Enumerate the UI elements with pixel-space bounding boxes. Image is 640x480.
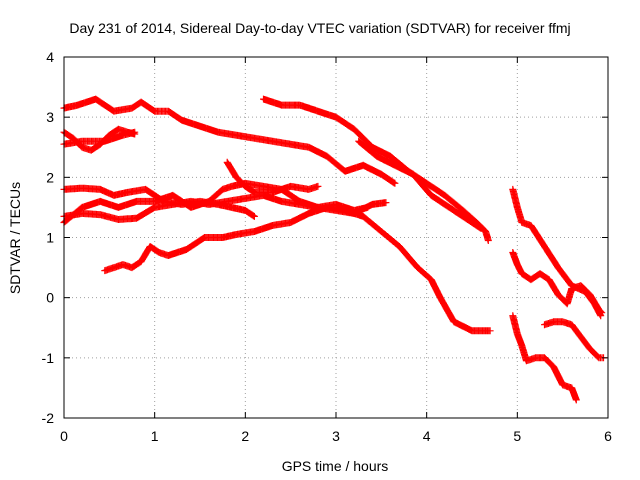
data-point-marks bbox=[509, 249, 606, 317]
y-axis-label: SDTVAR / TECUs bbox=[7, 182, 23, 294]
series-arc9 bbox=[101, 203, 494, 335]
chart-title: Day 231 of 2014, Sidereal Day-to-day VTE… bbox=[69, 20, 570, 36]
data-point-marks bbox=[101, 203, 494, 335]
axis-ticks: 0 1 2 3 4 5 6 -2 -1 0 1 2 3 4 bbox=[42, 49, 613, 444]
x-tick-label: 0 bbox=[60, 428, 68, 444]
data-point-marks bbox=[509, 312, 580, 404]
y-tick-label: 4 bbox=[46, 49, 54, 65]
data-marks bbox=[60, 95, 607, 404]
x-tick-label: 4 bbox=[423, 428, 431, 444]
series-arc12 bbox=[509, 249, 606, 317]
y-tick-label: 0 bbox=[46, 290, 54, 306]
y-tick-label: -2 bbox=[42, 410, 55, 426]
y-tick-label: -1 bbox=[42, 350, 55, 366]
x-tick-label: 5 bbox=[513, 428, 521, 444]
data-point-marks bbox=[355, 137, 485, 232]
x-tick-label: 6 bbox=[604, 428, 612, 444]
series-arc14 bbox=[541, 318, 607, 362]
series-arc10 bbox=[223, 158, 322, 196]
y-tick-label: 3 bbox=[46, 109, 54, 125]
x-axis-label: GPS time / hours bbox=[282, 458, 389, 474]
x-tick-label: 2 bbox=[241, 428, 249, 444]
series-arc13 bbox=[509, 312, 580, 404]
data-point-marks bbox=[223, 158, 322, 196]
x-tick-label: 1 bbox=[151, 428, 159, 444]
y-tick-label: 1 bbox=[46, 230, 54, 246]
data-point-marks bbox=[541, 318, 607, 362]
x-tick-label: 3 bbox=[332, 428, 340, 444]
series-arc5 bbox=[355, 137, 485, 232]
y-tick-label: 2 bbox=[46, 169, 54, 185]
